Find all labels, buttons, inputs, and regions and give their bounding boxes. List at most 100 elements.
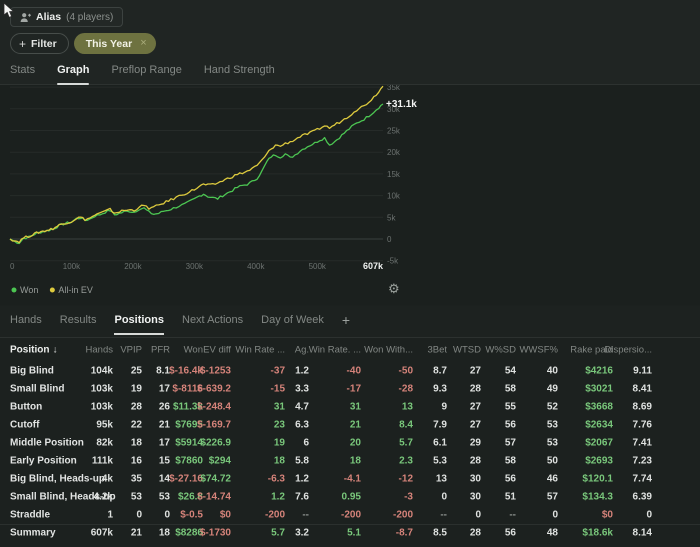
column-header-win-rate[interactable]: Win Rate ... [235, 344, 285, 356]
cell-pfr: 26 [158, 401, 170, 413]
cell-3bet: 13 [435, 473, 447, 485]
close-icon[interactable]: × [140, 37, 147, 49]
table-tab-positions[interactable]: Positions [114, 314, 164, 338]
cell-win-rate: -200 [264, 509, 285, 521]
filter-chip-this-year[interactable]: This Year × [73, 33, 156, 54]
legend-item[interactable]: All-in EV [58, 285, 93, 295]
summary-row[interactable]: Summary 607k 21 18 $8286 $-1730 5.7 3.2 5.1 -8.7 8… [0, 524, 700, 542]
final-result-label: +31.1k [386, 99, 417, 110]
cell-wtsd: 30 [469, 473, 481, 485]
cell-pfr: 17 [158, 383, 170, 395]
add-filter-button[interactable]: + Filter [10, 33, 69, 54]
table-row[interactable]: Big Blind 104k 25 8.1 $-16.4k $-1253 -37 1.2 -40… [0, 362, 700, 380]
column-header-win-rate[interactable]: Win Rate. ... [308, 344, 361, 356]
cell-wtsd: 27 [469, 401, 481, 413]
cell-wtsd: 28 [469, 455, 481, 467]
column-header-won-with[interactable]: Won With... [364, 344, 413, 356]
cell-win-rate: 20 [349, 437, 361, 449]
table-tab-next-actions[interactable]: Next Actions [182, 314, 244, 326]
table-row[interactable]: Big Blind, Heads-up 4k 35 14 $-27.16 $74.72 -6… [0, 470, 700, 488]
column-header-3bet[interactable]: 3Bet [427, 344, 447, 356]
position-label: Big Blind [10, 365, 54, 377]
cell-w%sd: 56 [504, 527, 516, 539]
table-row[interactable]: Button 103k 28 26 $11.3k $-248.4 31 4.7 31 13 9 27 5… [0, 398, 700, 416]
column-header-ev-diff[interactable]: EV diff [203, 344, 231, 356]
table-row[interactable]: Early Position 111k 16 15 $7860 $294 18 5.8 18 2.… [0, 452, 700, 470]
position-label: Middle Position [10, 437, 84, 449]
cell-win-rate: 0.95 [341, 491, 361, 503]
column-header-ag[interactable]: Ag. [294, 344, 309, 356]
y-axis-tick: 15k [387, 170, 401, 179]
cell-hands: 1 [107, 509, 113, 521]
cell-won: $8286 [175, 527, 203, 539]
column-header-wwsf%[interactable]: WWSF% [519, 344, 558, 356]
cell-3bet: -- [440, 509, 447, 521]
alias-player-count: (4 players) [66, 11, 114, 23]
cell-vpip: 22 [130, 419, 142, 431]
cell-w%sd: 56 [504, 473, 516, 485]
cell-3bet: 9 [441, 401, 447, 413]
table-row[interactable]: Small Blind, Heads-up 4.2k 53 53 $26.8 $-14.7… [0, 488, 700, 506]
column-header-hands[interactable]: Hands [85, 344, 113, 356]
cell-dispersio: 7.41 [632, 437, 652, 449]
alias-chip[interactable]: Alias (4 players) [10, 7, 124, 27]
table-tab-hands[interactable]: Hands [10, 314, 42, 326]
table-row[interactable]: Small Blind 103k 19 17 $-8116 $-639.2 -15 3.3 -1… [0, 380, 700, 398]
series-won [9, 103, 384, 245]
cell-win-rate: -6.3 [267, 473, 285, 485]
cell-w%sd: 51 [504, 491, 516, 503]
cell-wtsd: 27 [469, 365, 481, 377]
cell-ag: 6 [303, 437, 309, 449]
tab-hand-strength[interactable]: Hand Strength [203, 64, 275, 76]
cell-hands: 111k [91, 455, 113, 467]
cell-won-with: 8.4 [399, 419, 413, 431]
cell-wwsf%: 52 [546, 401, 558, 413]
column-header-wtsd[interactable]: WTSD [453, 344, 481, 356]
column-header-w%sd[interactable]: W%SD [485, 344, 516, 356]
cell-hands: 82k [96, 437, 113, 449]
add-tab-icon[interactable]: + [341, 312, 351, 328]
gear-icon[interactable]: ⚙ [388, 281, 400, 296]
cell-rake-paid: $2693 [585, 455, 613, 467]
tab-preflop-range[interactable]: Preflop Range [111, 64, 182, 76]
cell-w%sd: 57 [504, 437, 516, 449]
cell-wwsf%: 48 [546, 527, 558, 539]
column-header-rake-paid[interactable]: Rake paid [570, 344, 613, 356]
position-label: Early Position [10, 455, 77, 467]
top-bar: Alias (4 players) + Filter This Year × S… [0, 0, 700, 85]
sort-desc-icon: ↓ [52, 344, 58, 356]
table-row[interactable]: Straddle 1 0 0 $-0.5 $0 -200 -- -200 -200 -- 0 -- 0 $0… [0, 506, 700, 524]
cell-wwsf%: 0 [552, 509, 558, 521]
column-header-won[interactable]: Won [183, 344, 203, 356]
cell-dispersio: 6.39 [632, 491, 652, 503]
column-header-pfr[interactable]: PFR [151, 344, 170, 356]
table-tab-results[interactable]: Results [59, 314, 97, 326]
cell-ev-diff: $-1253 [199, 365, 231, 377]
cell-won-with: -3 [404, 491, 413, 503]
cell-ev-diff: $-639.2 [197, 383, 231, 395]
cell-3bet: 8.5 [433, 527, 447, 539]
column-header-dispersio[interactable]: Dispersio... [604, 344, 652, 356]
tab-graph[interactable]: Graph [57, 64, 90, 85]
cell-won: $7695 [175, 419, 203, 431]
table-tab-day-of-week[interactable]: Day of Week [261, 314, 324, 326]
column-header-vpip[interactable]: VPIP [120, 344, 142, 356]
cell-ag: 3.2 [295, 527, 309, 539]
cell-hands: 4.2k [93, 491, 113, 503]
cell-won-with: -12 [398, 473, 413, 485]
cell-pfr: 14 [158, 473, 170, 485]
table-row[interactable]: Cutoff 95k 22 21 $7695 $-169.7 23 6.3 21 8.4 7.9 27… [0, 416, 700, 434]
y-axis-tick: 5k [387, 213, 396, 222]
cell-ag: 4.7 [295, 401, 309, 413]
cell-won-with: -50 [398, 365, 413, 377]
cell-rake-paid: $120.1 [582, 473, 613, 485]
cell-vpip: 53 [130, 491, 142, 503]
legend-item[interactable]: Won [20, 285, 38, 295]
cell-hands: 607k [90, 527, 113, 539]
legend-dot-icon [49, 287, 55, 293]
cell-dispersio: 7.74 [632, 473, 652, 485]
cell-pfr: 17 [158, 437, 170, 449]
column-header-position[interactable]: Position ↓ [10, 344, 58, 356]
tab-stats[interactable]: Stats [10, 64, 36, 76]
table-row[interactable]: Middle Position 82k 18 17 $5914 $226.9 19 6 20 5.… [0, 434, 700, 452]
